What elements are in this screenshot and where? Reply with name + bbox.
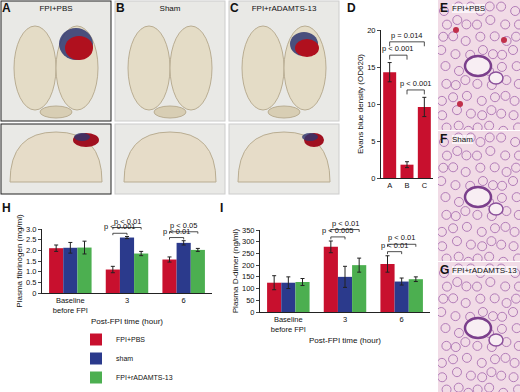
html-text:H: H — [2, 201, 11, 215]
svg-text:0: 0 — [32, 289, 36, 298]
html-text:I: I — [220, 201, 224, 215]
svg-text:p < 0.001: p < 0.001 — [104, 222, 136, 231]
svg-text:50: 50 — [246, 296, 254, 305]
svg-text:p < 0.05: p < 0.05 — [170, 221, 197, 230]
html-text:FPI+rADAMTS-13: FPI+rADAMTS-13 — [251, 4, 317, 13]
svg-text:p < 0.01: p < 0.01 — [381, 241, 408, 250]
svg-text:2.5: 2.5 — [26, 235, 36, 244]
svg-text:10: 10 — [367, 100, 375, 109]
svg-text:6: 6 — [182, 296, 186, 305]
svg-text:3.0: 3.0 — [26, 225, 36, 234]
html-text:Sham: Sham — [159, 4, 181, 13]
svg-text:FPI+rADAMTS-13: FPI+rADAMTS-13 — [116, 374, 173, 381]
svg-text:1.5: 1.5 — [26, 257, 36, 266]
svg-text:1.0: 1.0 — [26, 267, 36, 276]
svg-text:Evans blue density (OD620): Evans blue density (OD620) — [356, 54, 365, 154]
svg-text:p < 0.01: p < 0.01 — [114, 217, 141, 226]
svg-text:B: B — [404, 181, 409, 190]
svg-text:100: 100 — [242, 284, 255, 293]
svg-text:p < 0.001: p < 0.001 — [400, 79, 432, 88]
svg-text:Plasma fibrinogen (mg/ml): Plasma fibrinogen (mg/ml) — [15, 214, 24, 308]
svg-text:20: 20 — [367, 26, 375, 35]
svg-text:6: 6 — [400, 315, 404, 324]
svg-text:15: 15 — [367, 63, 375, 72]
svg-text:A: A — [387, 181, 392, 190]
svg-text:p < 0.01: p < 0.01 — [163, 227, 190, 236]
html-text:C: C — [230, 1, 239, 15]
svg-text:200: 200 — [242, 261, 255, 270]
svg-text:Baselinebefore FPI: Baselinebefore FPI — [53, 296, 88, 315]
html-text:F Sham: F Sham — [440, 132, 473, 146]
svg-text:p < 0.001: p < 0.001 — [382, 44, 414, 53]
svg-text:3: 3 — [125, 296, 129, 305]
svg-text:300: 300 — [242, 237, 255, 246]
svg-text:Post-FPI time (hour): Post-FPI time (hour) — [91, 317, 163, 326]
html-text:B: B — [116, 1, 125, 15]
html-text:D: D — [347, 1, 356, 15]
svg-text:p < 0.01: p < 0.01 — [388, 233, 415, 242]
svg-text:5: 5 — [371, 137, 375, 146]
svg-text:C: C — [422, 181, 428, 190]
html-text:E FPI+PBS: E FPI+PBS — [440, 1, 486, 15]
svg-text:p < 0.01: p < 0.01 — [332, 219, 359, 228]
html-text:G FPI+rADAMTS-13: G FPI+rADAMTS-13 — [440, 263, 517, 277]
svg-text:FPI+PBS: FPI+PBS — [116, 336, 145, 343]
svg-text:p < 0.005: p < 0.005 — [322, 226, 354, 235]
svg-text:0: 0 — [250, 308, 254, 317]
html-text:FPI+PBS: FPI+PBS — [39, 4, 73, 13]
svg-text:3: 3 — [343, 315, 347, 324]
svg-text:350: 350 — [242, 226, 255, 235]
svg-text:sham: sham — [116, 355, 133, 362]
svg-text:0: 0 — [371, 174, 375, 183]
svg-text:p = 0.014: p = 0.014 — [391, 31, 423, 40]
svg-text:150: 150 — [242, 272, 255, 281]
svg-text:Post-FPI time (hour): Post-FPI time (hour) — [309, 336, 381, 345]
svg-text:Plasma D-dimer (ng/ml): Plasma D-dimer (ng/ml) — [231, 228, 240, 313]
svg-text:Baselinebefore FPI: Baselinebefore FPI — [271, 315, 306, 334]
svg-text:250: 250 — [242, 249, 255, 258]
svg-text:2.0: 2.0 — [26, 246, 36, 255]
html-text:A: A — [2, 1, 11, 15]
svg-text:0.5: 0.5 — [26, 278, 36, 287]
